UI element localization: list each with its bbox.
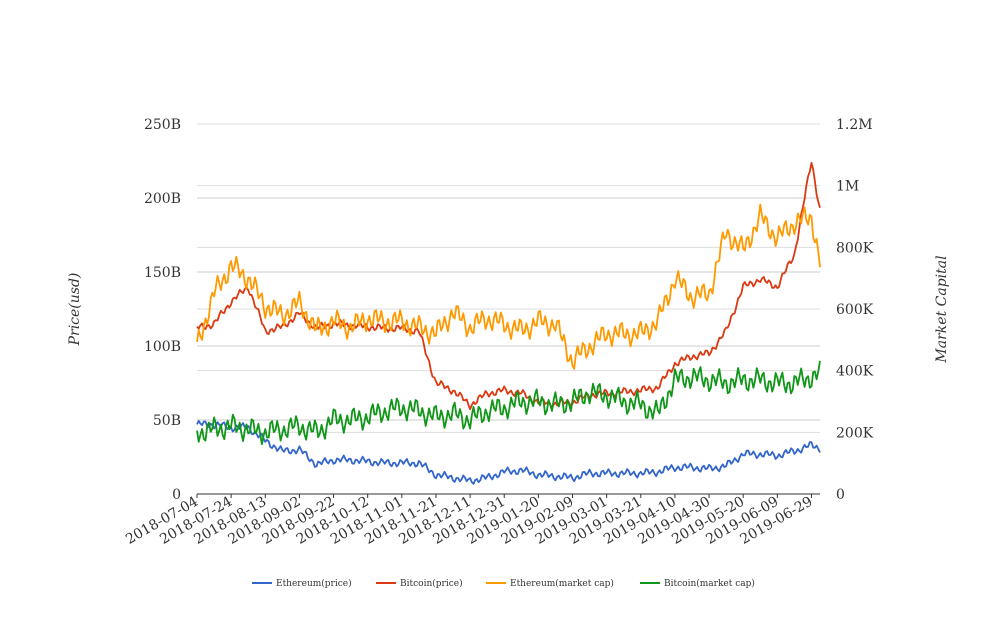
legend-label: Bitcoin(price) — [400, 578, 463, 589]
right-tick-label: 0 — [836, 487, 845, 503]
left-axis-title: Price(usd) — [67, 273, 83, 347]
left-tick-label: 50B — [153, 413, 181, 429]
left-axis-ticks: 0 50B 100B 150B 200B 250B — [144, 117, 181, 503]
series-line-ethereum-market-cap — [196, 203, 821, 370]
series-line-bitcoin-market-cap — [196, 360, 821, 446]
legend-label: Ethereum(market cap) — [510, 578, 614, 589]
right-axis-ticks: 0 200K 400K 600K 800K 1M 1.2M — [836, 117, 874, 503]
right-tick-label: 1.2M — [836, 117, 873, 133]
legend: Ethereum(price) Bitcoin(price) Ethereum(ma… — [252, 578, 755, 589]
right-tick-label: 1M — [836, 179, 859, 195]
series-lines — [196, 161, 821, 485]
right-tick-label: 400K — [836, 364, 874, 380]
left-tick-label: 100B — [144, 339, 181, 355]
x-axis-ticks: 2018-07-042018-07-242018-08-132018-09-02… — [123, 494, 815, 548]
series-line-bitcoin-price — [196, 161, 821, 411]
left-tick-label: 200B — [144, 191, 181, 207]
legend-label: Bitcoin(market cap) — [664, 578, 755, 589]
right-axis-title: Market Capital — [934, 255, 950, 363]
legend-label: Ethereum(price) — [276, 578, 352, 589]
right-tick-label: 600K — [836, 302, 874, 318]
right-tick-label: 800K — [836, 240, 874, 256]
left-tick-label: 150B — [144, 265, 181, 281]
left-tick-label: 0 — [172, 487, 181, 503]
left-tick-label: 250B — [144, 117, 181, 133]
right-tick-label: 200K — [836, 425, 874, 441]
series-line-ethereum-price — [196, 419, 821, 485]
